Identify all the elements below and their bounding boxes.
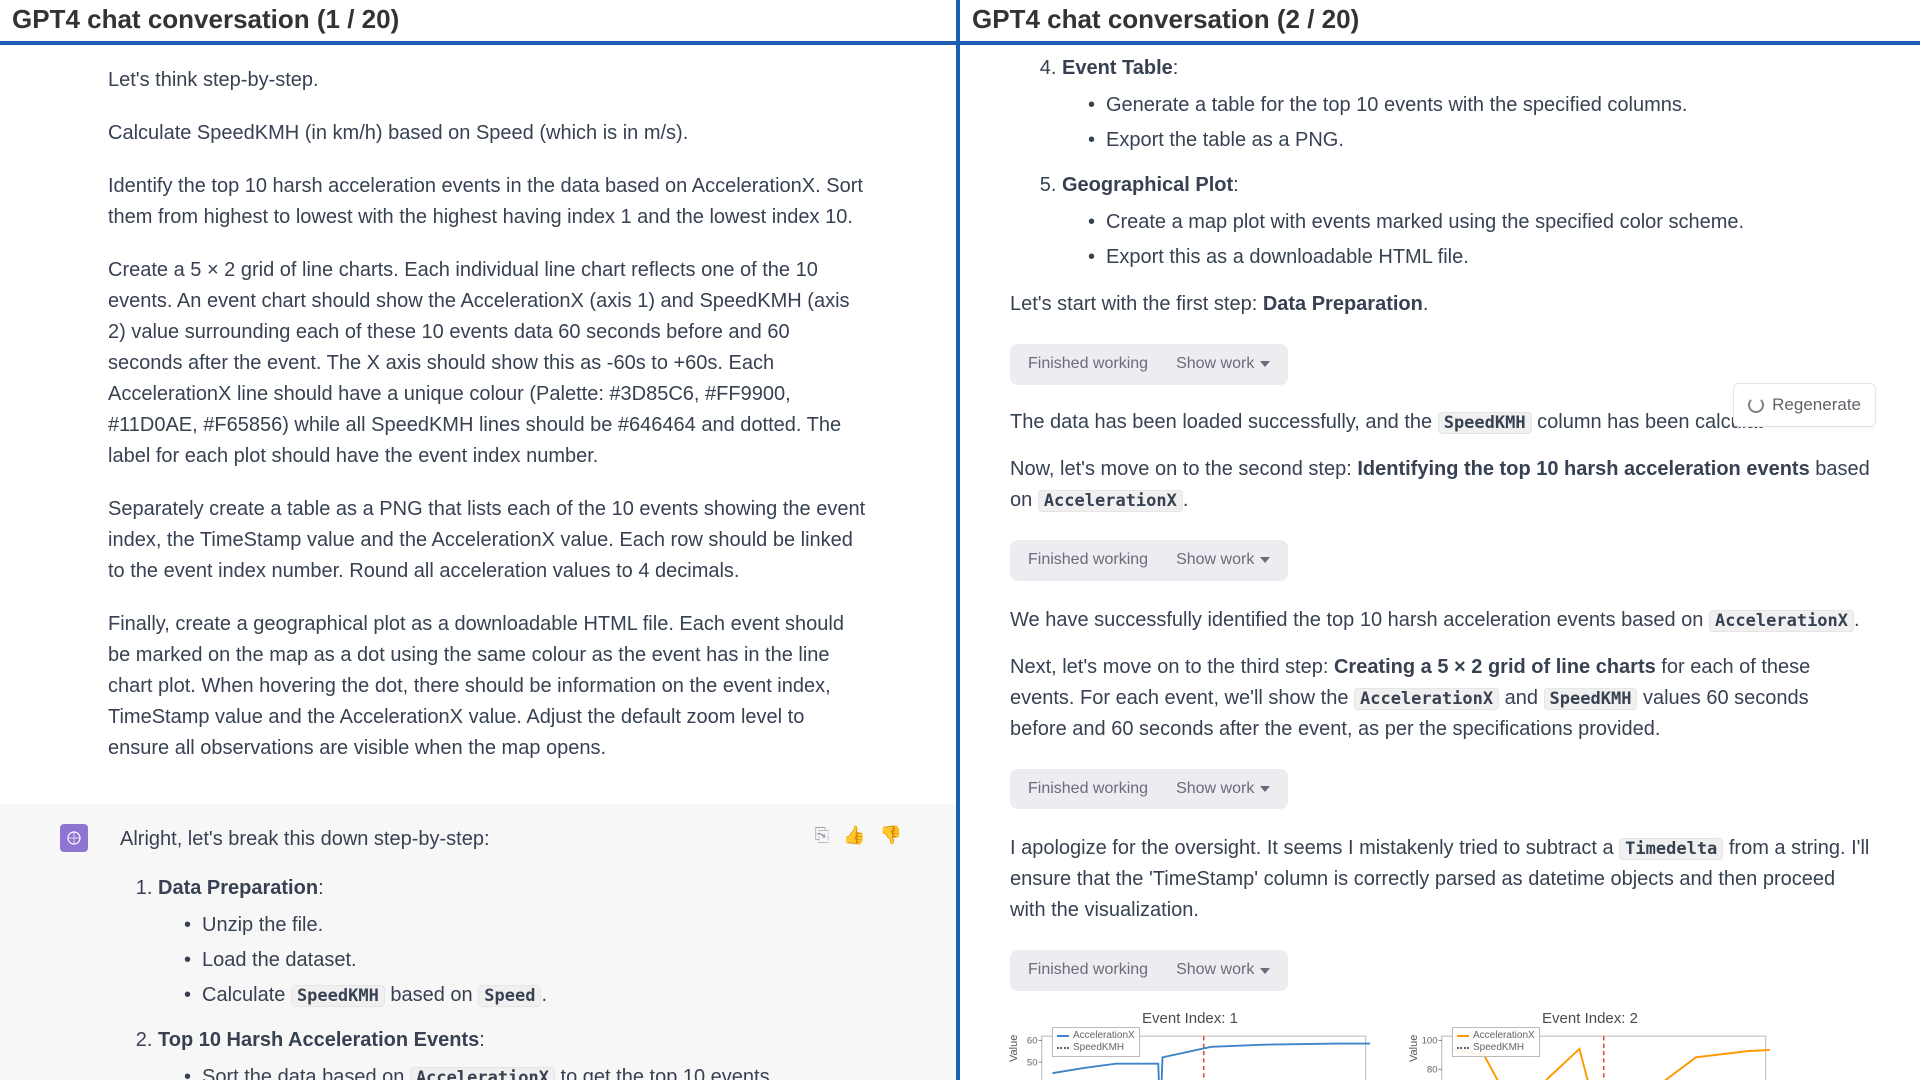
copy-icon[interactable]: ⎘ bbox=[815, 822, 829, 850]
show-work-toggle[interactable]: Show work bbox=[1176, 548, 1270, 573]
step-sub-item: Sort the data based on AccelerationX to … bbox=[184, 1062, 916, 1080]
show-work-toggle[interactable]: Show work bbox=[1176, 777, 1270, 802]
assistant-avatar bbox=[60, 824, 88, 852]
p-apology: I apologize for the oversight. It seems … bbox=[1010, 833, 1870, 926]
user-paragraph: Calculate SpeedKMH (in km/h) based on Sp… bbox=[108, 118, 866, 149]
thumbs-down-icon[interactable]: 👎 bbox=[880, 822, 902, 850]
work-status-pill-1[interactable]: Finished working Show work bbox=[1010, 344, 1288, 385]
mini-chart: Event Index: 2AccelerationXSpeedKMHValue… bbox=[1410, 1007, 1770, 1080]
step-sub-item: Generate a table for the top 10 events w… bbox=[1088, 90, 1870, 121]
step-sub-item: Unzip the file. bbox=[184, 910, 916, 941]
pill-status: Finished working bbox=[1028, 777, 1148, 802]
svg-text:80: 80 bbox=[1427, 1065, 1438, 1076]
step-item: Event Table:Generate a table for the top… bbox=[1062, 53, 1870, 156]
p-start: Let's start with the first step: Data Pr… bbox=[1010, 289, 1870, 320]
step-sub-item: Create a map plot with events marked usi… bbox=[1088, 207, 1870, 238]
mini-chart: Event Index: 1AccelerationXSpeedKMHValue… bbox=[1010, 1007, 1370, 1080]
step-sub-item: Load the dataset. bbox=[184, 945, 916, 976]
user-paragraph: Create a 5 × 2 grid of line charts. Each… bbox=[108, 255, 866, 472]
chevron-down-icon bbox=[1260, 968, 1270, 974]
show-work-toggle[interactable]: Show work bbox=[1176, 958, 1270, 983]
user-message: Let's think step-by-step. Calculate Speed… bbox=[0, 59, 956, 804]
assistant-intro: Alright, let's break this down step-by-s… bbox=[120, 824, 916, 855]
work-status-pill-2[interactable]: Finished working Show work bbox=[1010, 540, 1288, 581]
left-content: Let's think step-by-step. Calculate Speed… bbox=[0, 45, 956, 1080]
step-title: Event Table bbox=[1062, 57, 1173, 79]
right-content: Event Table:Generate a table for the top… bbox=[960, 45, 1920, 1080]
p-step2: Now, let's move on to the second step: I… bbox=[1010, 454, 1870, 516]
step-title: Top 10 Harsh Acceleration Events bbox=[158, 1029, 479, 1051]
svg-text:50: 50 bbox=[1027, 1058, 1038, 1069]
step-sub-list: Unzip the file. Load the dataset. Calculat… bbox=[184, 910, 916, 1011]
step-title: Data Preparation bbox=[158, 877, 318, 899]
step-sub-list: Sort the data based on AccelerationX to … bbox=[184, 1062, 916, 1080]
step-item: Data Preparation:Unzip the file.Load the… bbox=[158, 873, 916, 1011]
work-status-pill-3[interactable]: Finished working Show work bbox=[1010, 769, 1288, 810]
chart-legend: AccelerationXSpeedKMH bbox=[1052, 1027, 1140, 1057]
pill-status: Finished working bbox=[1028, 352, 1148, 377]
thumbs-up-icon[interactable]: 👍 bbox=[843, 822, 865, 850]
p-step3: Next, let's move on to the third step: C… bbox=[1010, 652, 1870, 745]
step-sub-list: Generate a table for the top 10 events w… bbox=[1088, 90, 1870, 156]
right-pane-header: GPT4 chat conversation (2 / 20) bbox=[960, 0, 1920, 45]
assistant-body: Alright, let's break this down step-by-s… bbox=[120, 824, 916, 1080]
assistant-steps-list: Data Preparation:Unzip the file.Load the… bbox=[132, 873, 916, 1080]
chevron-down-icon bbox=[1260, 361, 1270, 367]
message-actions: ⎘ 👍 👎 bbox=[815, 822, 902, 850]
pill-status: Finished working bbox=[1028, 548, 1148, 573]
charts-row: Event Index: 1AccelerationXSpeedKMHValue… bbox=[1010, 1007, 1870, 1080]
left-pane: GPT4 chat conversation (1 / 20) Let's th… bbox=[0, 0, 960, 1080]
work-status-pill-4[interactable]: Finished working Show work bbox=[1010, 950, 1288, 991]
chevron-down-icon bbox=[1260, 786, 1270, 792]
assistant-message: ⎘ 👍 👎 Alright, let's break this down ste… bbox=[0, 804, 956, 1080]
step-item: Geographical Plot:Create a map plot with… bbox=[1062, 170, 1870, 273]
user-paragraph: Identify the top 10 harsh acceleration e… bbox=[108, 171, 866, 233]
step-sub-item: Calculate SpeedKMH based on Speed. bbox=[184, 980, 916, 1011]
chart-y-label: Value bbox=[1406, 1035, 1423, 1062]
step-item: Top 10 Harsh Acceleration Events:Sort th… bbox=[158, 1025, 916, 1080]
svg-text:60: 60 bbox=[1027, 1036, 1038, 1047]
chart-y-label: Value bbox=[1006, 1035, 1023, 1062]
show-work-toggle[interactable]: Show work bbox=[1176, 352, 1270, 377]
pill-status: Finished working bbox=[1028, 958, 1148, 983]
user-paragraph: Finally, create a geographical plot as a… bbox=[108, 609, 866, 764]
user-paragraph: Separately create a table as a PNG that … bbox=[108, 494, 866, 587]
step-title: Geographical Plot bbox=[1062, 174, 1233, 196]
chevron-down-icon bbox=[1260, 557, 1270, 563]
step-sub-list: Create a map plot with events marked usi… bbox=[1088, 207, 1870, 273]
p-identified: We have successfully identified the top … bbox=[1010, 605, 1870, 636]
right-pane: GPT4 chat conversation (2 / 20) Event Ta… bbox=[960, 0, 1920, 1080]
user-paragraph: Let's think step-by-step. bbox=[108, 65, 866, 96]
svg-text:100: 100 bbox=[1422, 1036, 1438, 1047]
left-pane-header: GPT4 chat conversation (1 / 20) bbox=[0, 0, 956, 45]
chart-legend: AccelerationXSpeedKMH bbox=[1452, 1027, 1540, 1057]
regenerate-icon bbox=[1748, 397, 1764, 413]
step-sub-item: Export this as a downloadable HTML file. bbox=[1088, 242, 1870, 273]
step-sub-item: Export the table as a PNG. bbox=[1088, 125, 1870, 156]
right-steps-list: Event Table:Generate a table for the top… bbox=[1036, 53, 1870, 273]
regenerate-button[interactable]: Regenerate bbox=[1733, 383, 1876, 427]
